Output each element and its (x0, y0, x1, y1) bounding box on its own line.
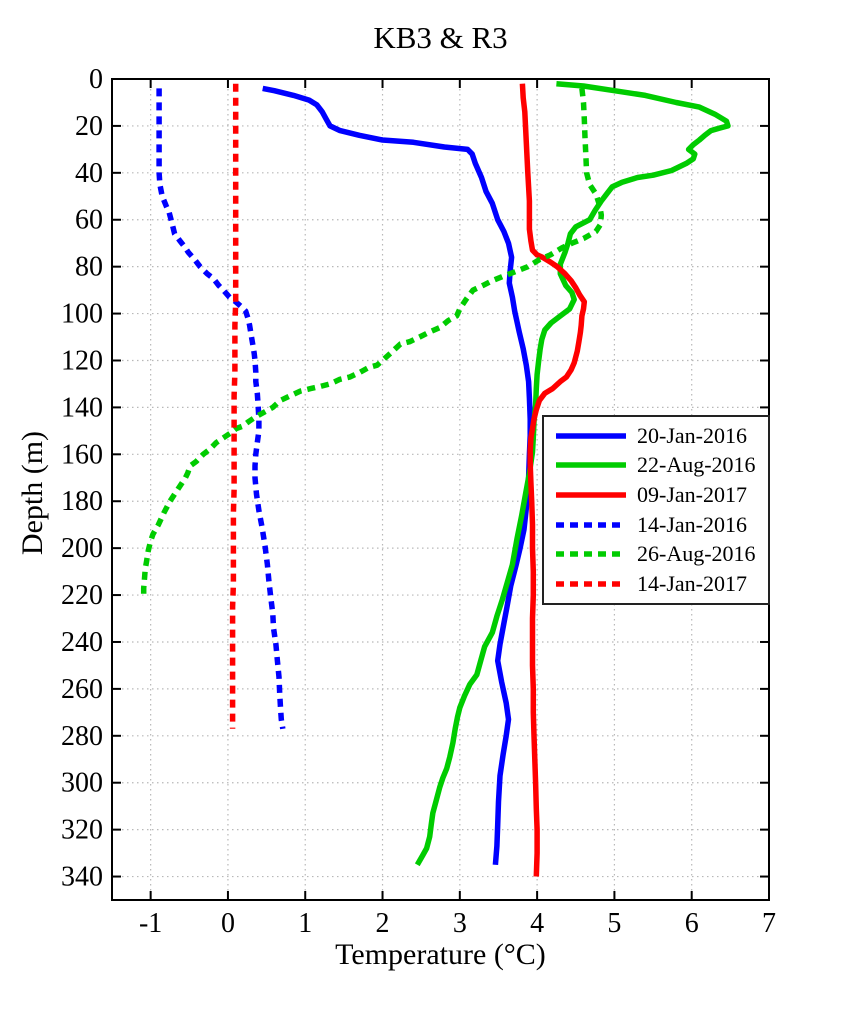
y-tick-label: 240 (61, 627, 103, 658)
legend-label: 09-Jan-2017 (637, 482, 747, 508)
y-tick-label: 320 (61, 815, 103, 846)
chart-title: KB3 & R3 (373, 20, 508, 55)
legend-entry: 14-Jan-2017 (554, 571, 768, 597)
y-tick-label: 260 (61, 674, 103, 705)
y-tick-label: 60 (75, 205, 103, 236)
legend-entry: 09-Jan-2017 (554, 482, 768, 508)
y-tick-label: 80 (75, 252, 103, 283)
y-tick-label: 140 (61, 392, 103, 423)
y-tick-label: 300 (61, 768, 103, 799)
y-tick-label: 180 (61, 486, 103, 517)
x-tick-label: 6 (685, 908, 699, 939)
y-tick-label: 100 (61, 299, 103, 330)
y-tick-label: 280 (61, 721, 103, 752)
legend-entry: 14-Jan-2016 (554, 512, 768, 538)
x-tick-label: 1 (298, 908, 312, 939)
legend-label: 26-Aug-2016 (637, 541, 756, 567)
y-tick-label: 0 (89, 64, 103, 95)
x-tick-label: -1 (139, 908, 162, 939)
x-tick-label: 0 (221, 908, 235, 939)
y-tick-label: 40 (75, 158, 103, 189)
x-axis-label: Temperature (°C) (335, 938, 546, 971)
legend-line-sample (556, 522, 626, 528)
legend-box: 20-Jan-2016 22-Aug-2016 09-Jan-2017 14-Jan-… (542, 415, 770, 605)
y-tick-label: 160 (61, 439, 103, 470)
series-26-Aug-2016 (140, 88, 605, 598)
legend-line-sample (556, 551, 626, 558)
legend-line-sample (556, 462, 626, 469)
series-14-Jan-2016 (156, 88, 286, 730)
legend-entry: 20-Jan-2016 (554, 423, 768, 449)
x-tick-label: 5 (607, 908, 621, 939)
legend-label: 14-Jan-2017 (637, 571, 747, 597)
y-tick-label: 200 (61, 533, 103, 564)
x-tick-label: 2 (376, 908, 390, 939)
legend-entry: 26-Aug-2016 (554, 541, 768, 567)
series-09-Jan-2017 (519, 83, 588, 877)
series-14-Jan-2017 (229, 83, 239, 729)
legend-label: 22-Aug-2016 (637, 452, 756, 478)
legend-line-sample (556, 581, 626, 587)
legend-label: 20-Jan-2016 (637, 422, 747, 448)
y-tick-label: 340 (61, 862, 103, 893)
legend-entry: 22-Aug-2016 (554, 452, 768, 478)
x-tick-label: 7 (762, 908, 776, 939)
legend-label: 14-Jan-2016 (637, 511, 747, 537)
x-tick-label: 4 (530, 908, 544, 939)
y-tick-label: 220 (61, 580, 103, 611)
legend-line-sample (556, 492, 626, 498)
series-22-Aug-2016 (414, 80, 731, 867)
y-tick-label: 120 (61, 345, 103, 376)
legend-line-sample (556, 433, 626, 439)
series-20-Jan-2016 (262, 85, 533, 866)
y-tick-label: 20 (75, 111, 103, 142)
x-tick-label: 3 (453, 908, 467, 939)
y-axis-label: Depth (m) (16, 430, 49, 556)
